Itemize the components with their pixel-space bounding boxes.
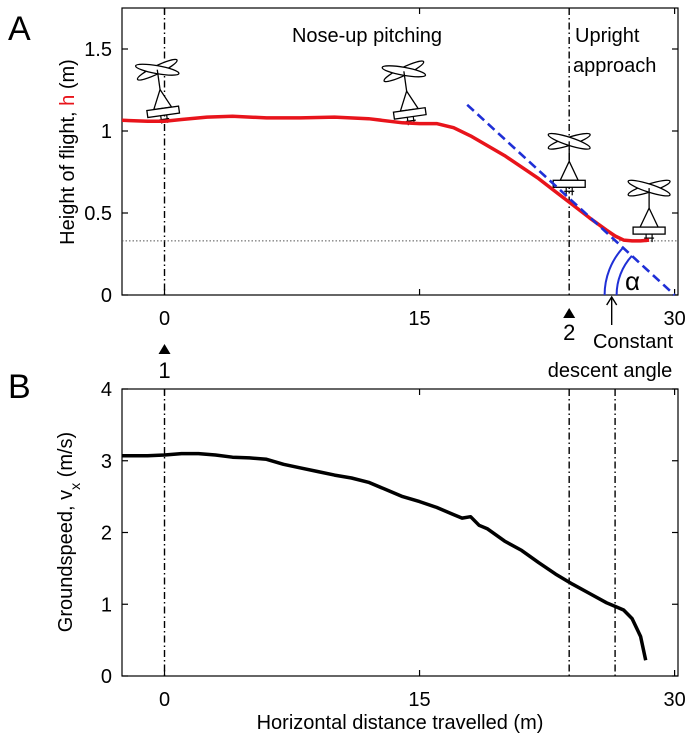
- panel-b-reference-lines: [165, 389, 616, 676]
- constant-descent-fit-line: [467, 105, 674, 295]
- panel-a-markers: [159, 297, 617, 354]
- panel-b-xlabel: Horizontal distance travelled (m): [257, 712, 544, 734]
- phase-label-nose-up-pitching: Nose-up pitching: [292, 25, 442, 47]
- panel-b-ytick-label: 4: [101, 379, 112, 401]
- panel-a: A 0 15 30 0 0.5 1 1.5 α Nose-up pitching Uprig…: [8, 8, 686, 383]
- panel-b-xtick-label: 30: [663, 689, 685, 711]
- panel-b-xtick-label: 0: [159, 689, 170, 711]
- panel-b-series: [122, 454, 646, 661]
- marker-1-label: 1: [158, 358, 170, 383]
- panel-a-xtick-label: 30: [663, 308, 685, 330]
- panel-b-letter: B: [8, 368, 31, 406]
- panel-a-letter: A: [8, 10, 31, 48]
- phase-label-upright-line2: approach: [573, 55, 656, 77]
- panel-a-xtick-label: 0: [159, 308, 170, 330]
- panel-b-ylabel: Groundspeed, vx (m/s): [55, 432, 83, 632]
- glider-icon: [134, 56, 187, 126]
- panel-a-ytick-label: 0.5: [84, 203, 112, 225]
- marker-triangle: [563, 308, 575, 318]
- panel-a-series: [122, 105, 675, 295]
- panel-a-glider-icons: [134, 56, 671, 242]
- angle-arc: [605, 248, 623, 295]
- panel-b-ytick-label: 2: [101, 523, 112, 545]
- panel-a-ytick-label: 1: [101, 121, 112, 143]
- panel-b-ytick-label: 3: [101, 451, 112, 473]
- panel-a-xtick-label: 15: [408, 308, 430, 330]
- panel-b: B 0 15 30 0 1 2 3 4 Groundspeed, vx (m/s) Horiz…: [8, 368, 686, 734]
- panel-b-xtick-label: 15: [408, 689, 430, 711]
- phase-label-upright-line1: Upright: [575, 25, 640, 47]
- marker-triangle: [159, 344, 171, 354]
- panel-a-ytick-label: 1.5: [84, 39, 112, 61]
- panel-a-frame: [122, 8, 678, 295]
- groundspeed-series-line: [122, 454, 646, 661]
- constant-descent-label-line2: descent angle: [548, 360, 673, 382]
- glider-icon: [627, 177, 671, 242]
- panel-b-ytick-label: 0: [101, 666, 112, 688]
- marker-2-label: 2: [563, 320, 575, 345]
- panel-b-ticks: 0 15 30 0 1 2 3 4: [101, 379, 686, 711]
- angle-alpha-symbol: α: [625, 266, 640, 296]
- panel-a-ylabel: Height of flight, h (m): [57, 59, 79, 245]
- constant-descent-label-line1: Constant: [593, 331, 673, 353]
- panel-a-reference-lines: [122, 8, 678, 295]
- panel-b-frame: [122, 389, 678, 676]
- glider-icon: [380, 58, 433, 128]
- panel-b-ytick-label: 1: [101, 594, 112, 616]
- panel-a-ytick-label: 0: [101, 285, 112, 307]
